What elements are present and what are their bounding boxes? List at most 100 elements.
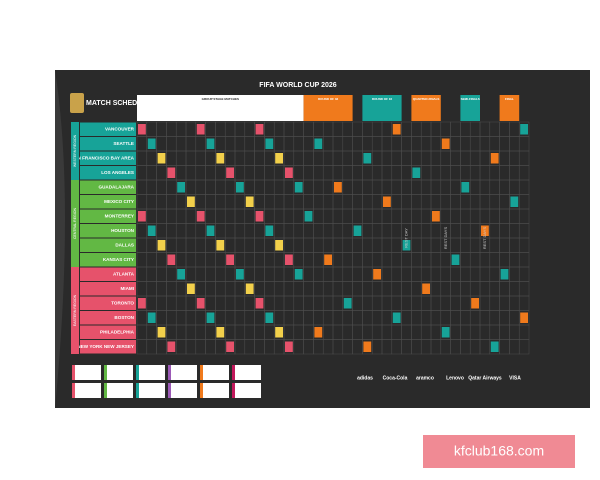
city-label: HOUSTON [111, 228, 135, 233]
match-cell [343, 298, 352, 309]
match-cell [255, 124, 264, 135]
group-legend [72, 365, 101, 380]
panel-curve [55, 70, 65, 408]
match-cell [157, 240, 166, 251]
city-cell [80, 122, 136, 136]
group-legend-tab [200, 365, 203, 380]
group-legend-tab [136, 365, 139, 380]
match-cell [167, 167, 176, 178]
group-legend-tab [72, 383, 75, 398]
city-cell [80, 325, 136, 339]
match-cell [392, 124, 401, 135]
match-cell [138, 298, 146, 309]
city-cell [80, 282, 136, 296]
city-label: GUADALAJARA [99, 184, 135, 189]
match-cell [422, 283, 430, 294]
trophy-logo [70, 93, 84, 113]
city-label: NEW YORK NEW JERSEY [77, 344, 134, 349]
match-cell [285, 167, 293, 178]
city-label: ATLANTA [113, 271, 135, 276]
group-legend [168, 383, 197, 398]
match-cell [451, 254, 460, 265]
stage-header [362, 95, 402, 121]
group-legend [232, 383, 261, 398]
match-cell [265, 138, 274, 149]
match-cell [441, 138, 450, 149]
match-cell [226, 341, 234, 352]
match-cell [383, 196, 391, 207]
match-cell [275, 327, 283, 338]
rest-day-label: REST DAYS [482, 227, 487, 250]
stage-label: QUARTER-FINALS [413, 97, 440, 101]
city-label: LOS ANGELES [101, 170, 134, 175]
watermark: kfclub168.com [454, 443, 544, 459]
match-cell [520, 312, 528, 323]
group-legend-tab [72, 365, 75, 380]
city-cell [80, 267, 136, 281]
group-legend-tab [200, 383, 203, 398]
city-label: PHILADELPHIA [100, 329, 135, 334]
stage-label: ROUND OF 16 [372, 97, 393, 101]
stage-header [303, 95, 353, 121]
match-cell [177, 182, 185, 193]
city-cell [80, 195, 136, 209]
group-legend-tab [232, 383, 235, 398]
stage-label: ROUND OF 32 [318, 97, 339, 101]
city-label: KANSAS CITY [103, 257, 134, 262]
match-cell [510, 196, 519, 207]
match-cell [353, 225, 362, 236]
match-cell [147, 225, 156, 236]
region-bar [71, 180, 79, 267]
match-cell [206, 225, 215, 236]
match-cell [147, 138, 156, 149]
group-legend [232, 365, 261, 380]
city-label: MEXICO CITY [104, 199, 134, 204]
match-cell [187, 196, 195, 207]
match-cell [157, 153, 166, 164]
match-cell [275, 240, 283, 251]
city-cell [80, 166, 136, 180]
match-cell [245, 283, 254, 294]
stage-label: GROUP STAGE MATCHES [202, 97, 239, 101]
match-cell [206, 312, 215, 323]
match-cell [196, 298, 205, 309]
match-cell [392, 312, 401, 323]
stage-header [137, 95, 304, 121]
city-cell [80, 340, 136, 354]
city-cell [80, 137, 136, 151]
group-legend-tab [104, 365, 107, 380]
rest-day-label: REST DAYS [443, 227, 448, 250]
sponsor: Lenovo [446, 375, 464, 381]
match-cell [226, 254, 234, 265]
match-cell [294, 182, 303, 193]
region-label: WESTERN REGION [73, 134, 77, 167]
grid-cell [518, 339, 530, 355]
stage-label: FINAL [505, 97, 514, 101]
match-cell [206, 138, 215, 149]
match-cell [216, 153, 225, 164]
match-cell [461, 182, 470, 193]
match-cell [324, 254, 332, 265]
match-cell [187, 283, 195, 294]
sponsor: Qatar Airways [468, 375, 502, 381]
group-legend-tab [232, 365, 235, 380]
match-cell [226, 167, 234, 178]
match-cell [138, 124, 146, 135]
match-cell [304, 211, 313, 222]
group-legend [200, 383, 229, 398]
group-legend [136, 365, 165, 380]
match-cell [490, 153, 499, 164]
match-cell [245, 196, 254, 207]
match-cell [441, 327, 450, 338]
match-cell [275, 153, 283, 164]
city-label: MIAMI [120, 286, 134, 291]
match-cell [196, 124, 205, 135]
stage-header [411, 95, 441, 121]
sponsor: adidas [357, 375, 373, 381]
group-legend-tab [136, 383, 139, 398]
city-label: MONTERREY [105, 213, 134, 218]
city-label: VANCOUVER [105, 126, 135, 131]
region-bar [71, 267, 79, 354]
group-legend-tab [168, 383, 171, 398]
